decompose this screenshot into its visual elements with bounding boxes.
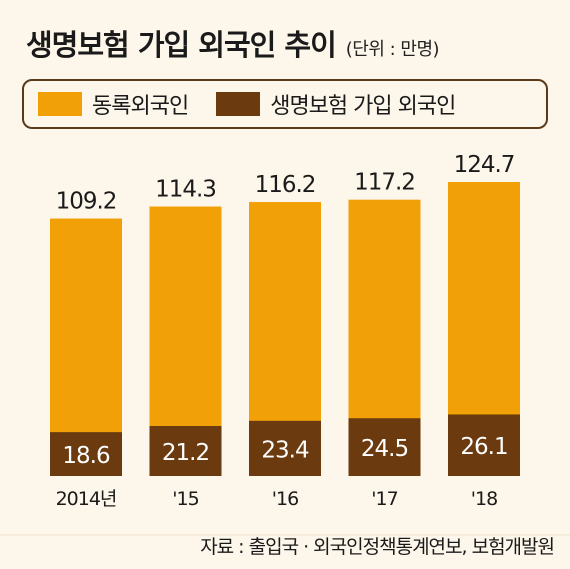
x-tick-label-3: '17	[371, 488, 397, 510]
data-label-insured-1: 21.2	[162, 440, 209, 466]
bar-insured-4	[448, 414, 520, 476]
data-label-insured-2: 23.4	[261, 437, 309, 463]
data-label-insured-3: 24.5	[361, 436, 408, 462]
legend-label-registered: 동록외국인	[92, 94, 189, 119]
legend-swatch-insured	[216, 92, 261, 116]
x-tick-label-1: '15	[172, 488, 198, 510]
data-label-registered-4: 124.7	[454, 152, 515, 178]
data-label-registered-2: 116.2	[255, 172, 316, 198]
x-tick-label-2: '16	[272, 488, 298, 510]
title-row: 생명보험 가입 외국인 추이 (단위 : 만명)	[26, 22, 560, 64]
data-label-registered-3: 117.2	[354, 170, 415, 196]
bar-insured-3	[348, 418, 421, 476]
x-tick-label-4: '18	[471, 488, 497, 510]
bar-insured-1	[149, 426, 222, 476]
x-tick-label-0: 2014년	[56, 488, 117, 510]
bar-insured-2	[249, 420, 321, 476]
data-label-registered-1: 114.3	[155, 177, 216, 203]
bar-insured-0	[50, 432, 122, 476]
source-note: 자료 : 출입국 · 외국인정책통계연보, 보험개발원	[200, 536, 555, 558]
legend: 동록외국인 생명보험 가입 외국인	[22, 79, 548, 129]
unit-label: (단위 : 만명)	[345, 39, 440, 60]
legend-item-insured: 생명보험 가입 외국인	[216, 88, 456, 120]
data-label-insured-4: 26.1	[460, 434, 507, 460]
data-label-registered-0: 109.2	[56, 189, 117, 215]
legend-swatch-registered	[38, 92, 82, 116]
data-label-insured-0: 18.6	[62, 443, 110, 469]
chart-title: 생명보험 가입 외국인 추이	[26, 28, 337, 62]
legend-label-insured: 생명보험 가입 외국인	[270, 94, 456, 119]
legend-item-registered: 동록외국인	[38, 88, 189, 120]
